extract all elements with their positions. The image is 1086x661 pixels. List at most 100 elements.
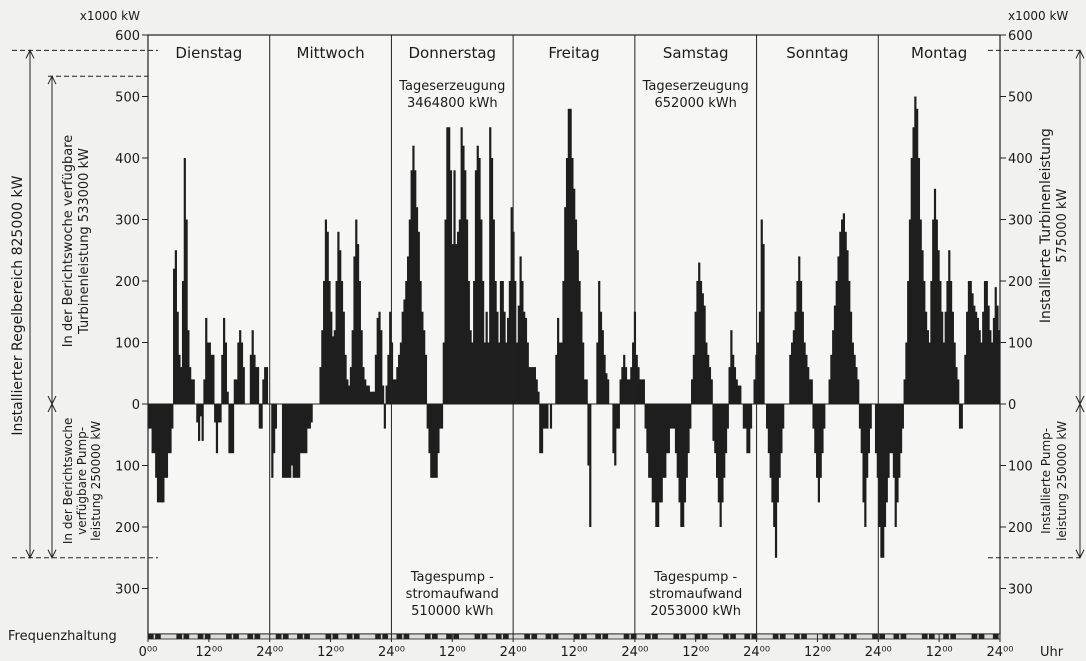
bar (264, 367, 267, 404)
bar (946, 281, 949, 404)
bar (974, 311, 978, 404)
bar (214, 404, 217, 423)
bar (721, 404, 724, 503)
bar (942, 342, 946, 404)
bar (626, 379, 629, 404)
frequency-label: Frequenzhaltung (8, 629, 117, 644)
frequency-segment (595, 634, 601, 639)
bar (615, 404, 619, 429)
bar (853, 354, 856, 404)
bar (932, 219, 935, 404)
frequency-segment (524, 634, 530, 639)
bar (901, 404, 904, 429)
bar (694, 311, 697, 404)
bar (189, 367, 192, 404)
bar (758, 311, 762, 404)
frequency-segment (282, 634, 289, 639)
bar (451, 244, 454, 404)
bar (205, 317, 208, 404)
bar (766, 404, 769, 429)
bar (392, 379, 395, 404)
bar (851, 342, 854, 404)
bar (453, 170, 456, 404)
bar (249, 354, 252, 404)
frequency-segment (304, 634, 310, 639)
bar (680, 404, 683, 527)
bar (742, 404, 745, 429)
bar (614, 404, 617, 466)
x-tick-label: 12⁰⁰ (926, 645, 953, 660)
arrow-week-pump-head (47, 402, 57, 413)
frequency-segment (829, 634, 836, 639)
bar (917, 158, 921, 404)
bar (240, 342, 244, 404)
bar (483, 342, 486, 404)
bar (637, 367, 640, 404)
bar (526, 342, 529, 404)
bar (928, 342, 931, 404)
bar (560, 342, 563, 404)
bar (565, 158, 569, 404)
bar (519, 256, 522, 404)
day-label: Samstag (663, 44, 729, 62)
bar (353, 256, 356, 404)
bar (160, 404, 163, 503)
x-tick-label: 12⁰⁰ (804, 645, 831, 660)
bar (351, 330, 354, 404)
label-pump-installed: leistung 250000 kW (1055, 421, 1069, 541)
bar (987, 305, 990, 404)
bar (374, 354, 378, 404)
bar (665, 404, 669, 454)
bar (969, 281, 972, 404)
bar (930, 281, 933, 404)
bar (256, 367, 260, 404)
frequency-segment (978, 634, 985, 639)
annotation-donnerstag-pump: Tagespump - (410, 570, 494, 585)
annotation-donnerstag-pump: stromaufwand (406, 587, 499, 602)
bar (780, 404, 783, 454)
bar (187, 330, 190, 404)
frequency-segment (531, 634, 538, 639)
bar (869, 404, 872, 429)
y-tick-label: 300 (1008, 583, 1033, 598)
x-tick-label: 24⁰⁰ (500, 645, 527, 660)
bar (535, 379, 538, 404)
bar (842, 213, 846, 404)
bar (474, 170, 478, 404)
bar (212, 354, 215, 404)
bar (916, 108, 919, 405)
bar (180, 367, 183, 404)
bar (233, 379, 236, 404)
bar (230, 404, 233, 454)
frequency-segment (623, 634, 630, 639)
bar (557, 317, 560, 404)
bar (417, 231, 420, 404)
bar (807, 367, 810, 404)
bar (155, 404, 158, 478)
bar (621, 367, 624, 404)
frequency-segment (879, 634, 885, 639)
bar (732, 354, 735, 404)
bar (578, 281, 581, 404)
bar (258, 404, 261, 429)
bar (167, 404, 170, 454)
x-tick-label: 12⁰⁰ (317, 645, 344, 660)
bar (889, 404, 892, 454)
bar (473, 281, 476, 404)
bar (687, 404, 690, 454)
bar (378, 311, 381, 404)
bar (712, 404, 715, 441)
bar (489, 127, 492, 404)
bar (776, 404, 779, 503)
bar (401, 311, 404, 404)
bar (185, 219, 188, 404)
frequency-segment (843, 634, 850, 639)
bar (571, 158, 574, 404)
bar (949, 281, 953, 404)
bar (619, 379, 622, 404)
bar (644, 404, 647, 429)
bar (358, 281, 361, 404)
bar (760, 219, 763, 404)
bar (794, 311, 797, 404)
bar (669, 404, 672, 429)
